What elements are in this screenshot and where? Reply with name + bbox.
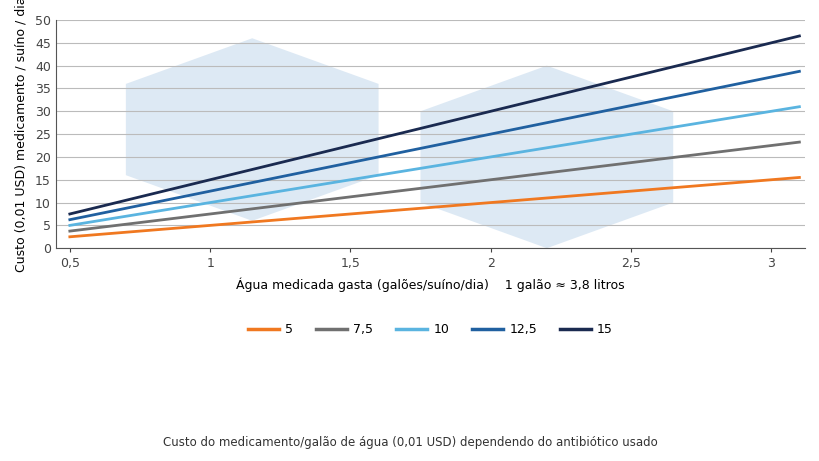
Y-axis label: Custo (0,01 USD) medicamento / suíno / dia: Custo (0,01 USD) medicamento / suíno / d… <box>15 0 28 272</box>
Polygon shape <box>125 38 378 221</box>
Polygon shape <box>420 65 672 248</box>
Legend: 5, 7,5, 10, 12,5, 15: 5, 7,5, 10, 12,5, 15 <box>242 319 618 341</box>
X-axis label: Água medicada gasta (galões/suíno/dia)    1 galão ≈ 3,8 litros: Água medicada gasta (galões/suíno/dia) 1… <box>236 277 624 292</box>
Text: Custo do medicamento/galão de água (0,01 USD) dependendo do antibiótico usado: Custo do medicamento/galão de água (0,01… <box>162 436 657 449</box>
